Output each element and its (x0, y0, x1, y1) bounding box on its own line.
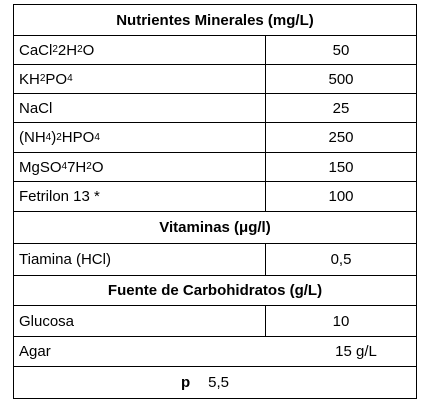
table-row: Glucosa 10 (14, 306, 416, 337)
amount: 100 (328, 188, 354, 205)
amount: 150 (328, 158, 354, 176)
name-text: Fetrilon 13 * (19, 188, 100, 205)
amount: 25 (332, 99, 350, 117)
name-text: MgSO (19, 158, 62, 176)
name-text: PO (45, 70, 68, 88)
name-text: O (82, 41, 95, 59)
table-row: CaCl 2 2H 2 O 50 (14, 36, 416, 65)
ingredient-name: Tiamina (HCl) (14, 244, 266, 275)
name-text: CaCl (19, 41, 53, 59)
name-text: Glucosa (19, 312, 75, 330)
amount: 250 (328, 129, 354, 146)
ingredient-name: Fetrilon 13 * (14, 182, 266, 211)
ingredient-name: (NH 4) 2 HPO 4 (14, 123, 266, 152)
footer-value: 5,5 (208, 374, 230, 391)
amount: 15 g/L (335, 343, 377, 360)
name-text: NaCl (19, 99, 53, 117)
section-title: Nutrientes Minerales (mg/L) (14, 5, 416, 36)
table-row: (NH 4) 2 HPO 4 250 (14, 123, 416, 153)
ingredient-name: MgSO 4 7H 2 O (14, 153, 266, 181)
table-row: NaCl 25 (14, 94, 416, 123)
amount: 0,5 (330, 251, 352, 268)
table-row: Fetrilon 13 * 100 (14, 182, 416, 212)
name-text: ) (51, 129, 57, 146)
name-text: 2H (57, 41, 78, 59)
section: Nutrientes Minerales (mg/L) CaCl 2 2H 2 O 50 K… (14, 5, 416, 212)
footer-label: p (180, 374, 191, 391)
amount: 50 (332, 41, 350, 59)
nutrient-table: Nutrientes Minerales (mg/L) CaCl 2 2H 2 O 50 K… (13, 4, 417, 399)
ingredient-name: Glucosa (14, 306, 266, 336)
name-text: O (91, 158, 104, 176)
section-title: Fuente de Carbohidratos (g/L) (14, 276, 416, 306)
name-text: Agar (19, 343, 51, 360)
amount: 500 (328, 70, 354, 88)
section: Fuente de Carbohidratos (g/L) Glucosa 10 Ag… (14, 276, 416, 367)
ingredient-name: CaCl 2 2H 2 O (14, 36, 266, 64)
amount: 10 (332, 312, 350, 330)
table-row: MgSO 4 7H 2 O 150 (14, 153, 416, 182)
table-row: KH 2 PO 4 500 (14, 65, 416, 94)
name-text: HPO (61, 129, 95, 146)
ingredient-name: NaCl (14, 94, 266, 122)
name-text: Tiamina (HCl) (19, 251, 111, 268)
section: Vitaminas (μg/l) Tiamina (HCl) 0,5 (14, 212, 416, 276)
ingredient-name: Agar (14, 337, 266, 366)
footer-row: p 5,5 (14, 367, 416, 398)
name-text: KH (19, 70, 40, 88)
name-text: 7H (67, 158, 87, 176)
table-row: Agar 15 g/L (14, 337, 416, 367)
section-title: Vitaminas (μg/l) (14, 212, 416, 244)
name-text: (NH (19, 129, 46, 146)
table-row: Tiamina (HCl) 0,5 (14, 244, 416, 276)
ingredient-name: KH 2 PO 4 (14, 65, 266, 93)
